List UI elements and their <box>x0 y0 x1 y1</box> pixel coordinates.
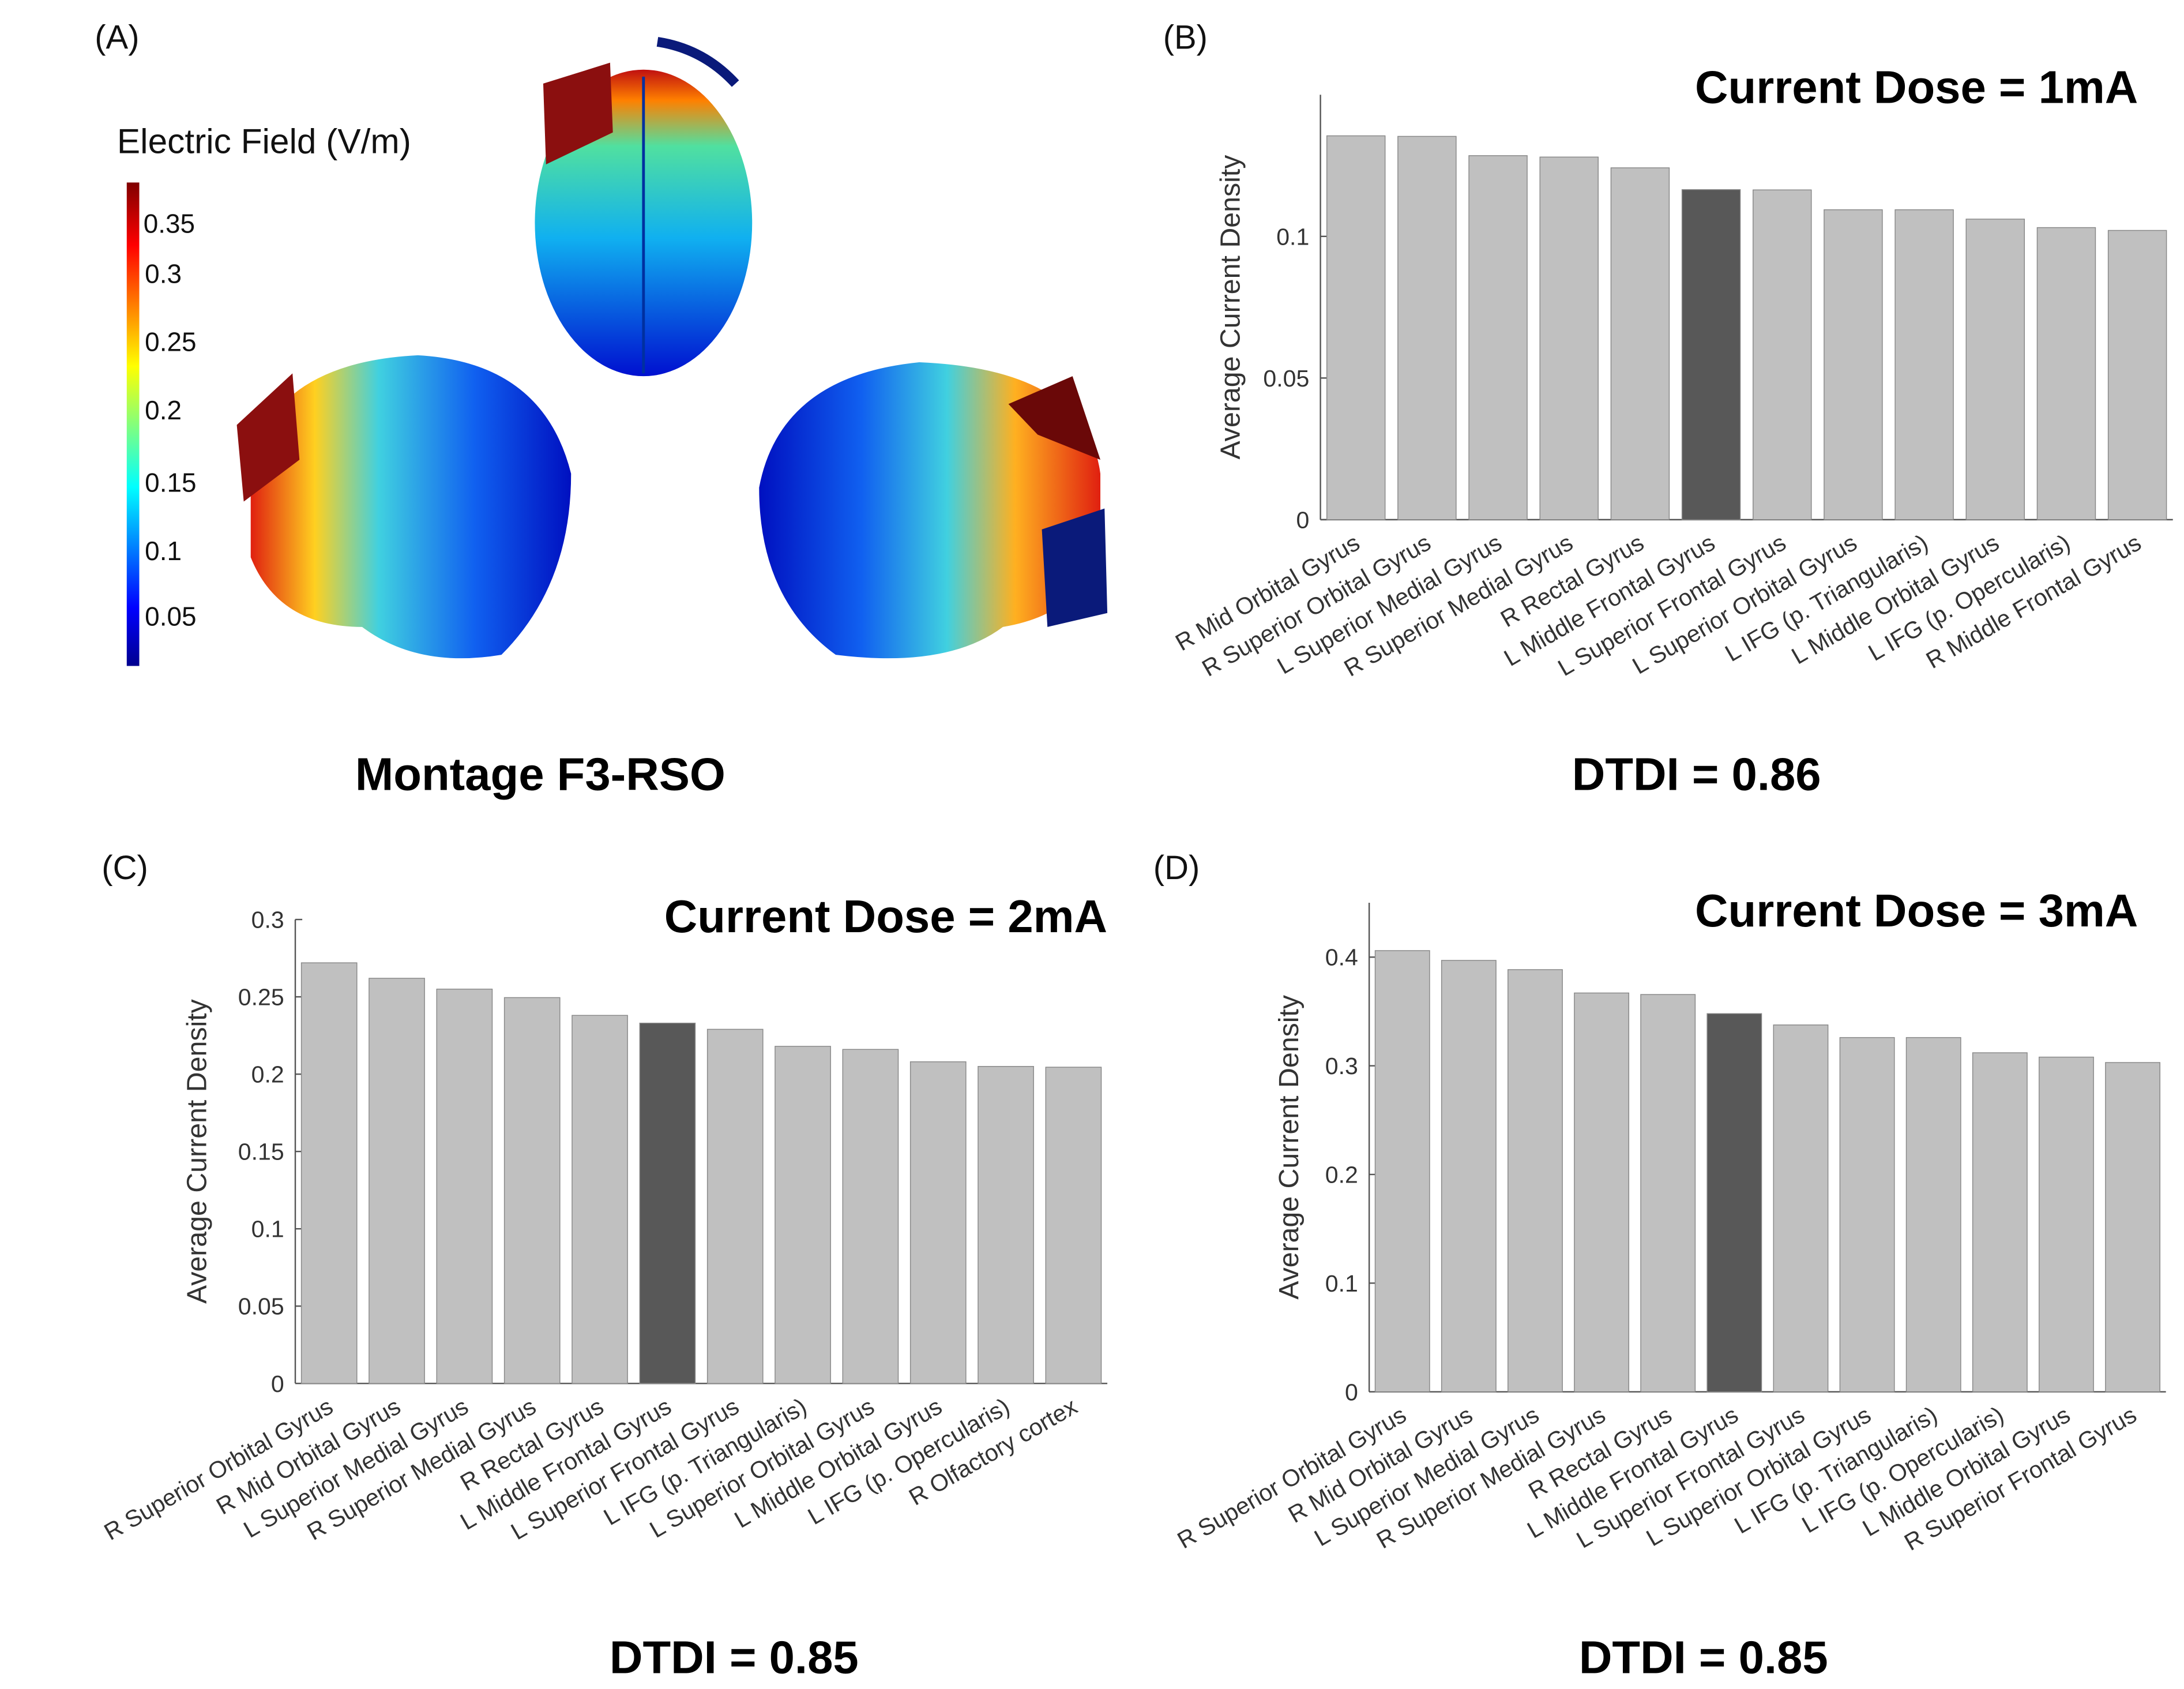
y-tick-label: 0.4 <box>1325 944 1358 971</box>
bar <box>503 997 561 1384</box>
brain-top-view <box>535 37 753 377</box>
bar <box>1508 969 1563 1393</box>
bar <box>978 1065 1034 1384</box>
colorbar-tick: 0.05 <box>145 603 197 633</box>
colorbar-tick: 0.25 <box>145 328 197 358</box>
colorbar-tick: 0.35 <box>143 210 196 240</box>
bar <box>1441 960 1497 1393</box>
dtdi-label: DTDI = 0.86 <box>1572 748 1821 800</box>
bar <box>1468 155 1528 520</box>
dtdi-label: DTDI = 0.85 <box>1579 1632 1828 1683</box>
brain-renderings <box>236 37 1108 659</box>
bar <box>2039 1056 2094 1393</box>
y-tick-label: 0.1 <box>251 1216 284 1243</box>
y-axis-label: Average Current Density <box>181 999 212 1304</box>
bar <box>1539 156 1599 520</box>
y-tick-label: 0.3 <box>251 907 284 933</box>
bar-highlighted <box>639 1022 696 1384</box>
bar <box>369 978 425 1384</box>
bar <box>2107 230 2167 520</box>
bar <box>1610 167 1670 520</box>
bar <box>1839 1037 1895 1393</box>
chart-title: Current Dose = 3mA <box>1695 885 2138 936</box>
colorbar-tick: 0.15 <box>145 469 197 499</box>
chart-title: Current Dose = 2mA <box>664 891 1107 942</box>
electrode-pad <box>656 37 739 87</box>
montage-label: Montage F3-RSO <box>355 748 726 800</box>
panel-label-a: (A) <box>95 19 140 58</box>
bar-highlighted <box>1681 189 1741 520</box>
y-tick-label: 0.1 <box>1325 1270 1358 1297</box>
bar <box>1965 219 2025 520</box>
electrode-pad <box>1008 376 1101 460</box>
bar <box>909 1061 967 1384</box>
bar <box>1773 1024 1829 1393</box>
y-tick-label: 0 <box>1296 506 1309 533</box>
y-tick-label: 0.3 <box>1325 1053 1358 1079</box>
bar <box>436 988 493 1384</box>
dtdi-label: DTDI = 0.85 <box>610 1632 859 1683</box>
bar <box>1894 209 1954 520</box>
bar <box>572 1015 628 1384</box>
y-axis-label: Average Current Density <box>1273 994 1305 1300</box>
bar <box>1640 994 1696 1393</box>
bar <box>2036 227 2096 520</box>
y-axis-label: Average Current Density <box>1215 155 1246 460</box>
colorbar <box>126 182 140 666</box>
colorbar-tick: 0.2 <box>145 397 182 427</box>
bar <box>842 1049 899 1384</box>
y-tick-label: 0.2 <box>1325 1162 1358 1188</box>
y-tick-label: 0.15 <box>238 1139 284 1165</box>
bar <box>1824 209 1883 520</box>
bar <box>775 1046 831 1384</box>
colorbar-title: Electric Field (V/m) <box>116 122 411 162</box>
electrode-pad <box>236 373 300 502</box>
colorbar-tick: 0.1 <box>145 538 182 567</box>
bar <box>1326 135 1386 520</box>
y-tick-label: 0.05 <box>238 1293 284 1320</box>
bar <box>1972 1052 2028 1393</box>
bar <box>1574 992 1630 1393</box>
brain-left-view <box>236 355 572 659</box>
bar-highlighted <box>1706 1013 1762 1393</box>
bar <box>2105 1062 2160 1393</box>
bar <box>1397 136 1457 520</box>
electrode-pad <box>543 62 613 164</box>
y-tick-label: 0.05 <box>1263 365 1309 392</box>
electrode-pad <box>1042 508 1108 627</box>
y-tick-label: 0 <box>271 1371 284 1397</box>
panel-label-d: (D) <box>1153 850 1200 888</box>
y-tick-label: 0.2 <box>251 1061 284 1088</box>
panel-label-c: (C) <box>102 850 148 888</box>
y-tick-label: 0.1 <box>1276 223 1309 250</box>
bar <box>300 962 358 1384</box>
colorbar-tick: 0.3 <box>145 260 182 290</box>
y-tick-label: 0.25 <box>238 984 284 1011</box>
chart-title: Current Dose = 1mA <box>1695 62 2138 113</box>
bar <box>1045 1067 1102 1384</box>
bar <box>1905 1037 1961 1393</box>
panel-label-b: (B) <box>1163 19 1208 58</box>
bar <box>1753 189 1812 520</box>
y-tick-label: 0 <box>1345 1379 1358 1405</box>
bar <box>706 1029 764 1384</box>
brain-right-view <box>759 362 1108 659</box>
bar <box>1374 950 1430 1393</box>
